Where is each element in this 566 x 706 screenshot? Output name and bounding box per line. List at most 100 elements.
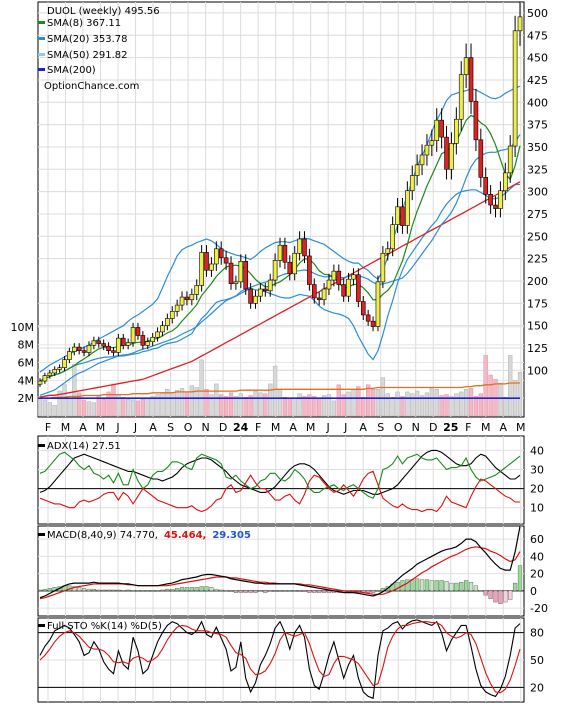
candle-body	[91, 340, 97, 346]
macd-histogram-bar	[321, 590, 327, 593]
macd-histogram-bar	[312, 590, 317, 593]
adx-y-tick: 30	[530, 463, 544, 476]
sto-series-line	[39, 619, 521, 700]
macd-value: MACD(8,40,9) 74.770,	[47, 530, 158, 541]
volume-bar	[111, 383, 116, 417]
volume-bar	[488, 374, 493, 417]
macd-histogram-bar	[282, 590, 287, 592]
volume-bar	[429, 387, 434, 417]
macd-histogram-bar	[91, 588, 96, 592]
price-y-tick: 175	[527, 297, 548, 310]
candle-body	[356, 274, 361, 302]
volume-bar	[307, 394, 312, 417]
volume-bar	[341, 394, 346, 417]
volume-bar	[405, 391, 410, 417]
macd-histogram-bar	[135, 590, 141, 592]
volume-bar	[517, 372, 523, 417]
candle-body	[209, 263, 214, 271]
x-tick-label: M	[516, 421, 526, 434]
candle-body	[184, 296, 190, 301]
macd-histogram-bar	[96, 589, 101, 592]
macd-histogram-bar	[121, 590, 126, 592]
macd-histogram-bar	[444, 581, 449, 592]
volume-bars	[37, 355, 523, 417]
macd-histogram-bar	[405, 579, 410, 592]
macd-histogram-bar	[228, 590, 234, 592]
volume-bar	[160, 392, 165, 417]
candle-body	[86, 345, 92, 353]
volume-bar	[385, 393, 390, 417]
macd-histogram-bar	[326, 590, 332, 593]
volume-bar	[317, 397, 322, 417]
macd-y-tick: 0	[530, 585, 537, 598]
adx-y-tick: 40	[530, 444, 544, 457]
macd-histogram-bar	[292, 590, 297, 592]
volume-bar	[101, 398, 106, 417]
candle-body	[228, 262, 234, 284]
volume-bar	[282, 397, 288, 417]
volume-bar	[258, 392, 263, 417]
volume-bar	[468, 388, 474, 417]
x-tick-label: S	[377, 421, 384, 434]
volume-bar	[184, 391, 190, 417]
candle-body	[37, 380, 43, 385]
macd-histogram-bar	[424, 579, 430, 592]
macd-histogram-bar	[459, 582, 464, 592]
volume-bar	[126, 398, 131, 417]
macd-histogram-bar	[140, 590, 145, 592]
volume-bar	[463, 389, 469, 417]
macd-histogram-bar	[268, 590, 273, 592]
candle-body	[341, 284, 346, 297]
sto-y-tick: 80	[530, 627, 544, 640]
macd-histogram-bar	[189, 587, 194, 592]
macd-histogram-bar	[106, 589, 111, 592]
price-y-tick: 225	[527, 253, 548, 266]
candle-body	[145, 341, 151, 346]
volume-y-tick: 10M	[11, 321, 35, 334]
macd-histogram-bar	[263, 590, 268, 593]
candle-body	[81, 350, 87, 353]
adx-series-line	[39, 449, 521, 495]
legend-sma20: SMA(20) 353.78	[47, 34, 128, 45]
macd-histogram-bar	[47, 588, 52, 592]
x-tick-label: J	[115, 421, 119, 434]
volume-bar	[336, 384, 341, 417]
candle-body	[47, 372, 53, 376]
volume-bar	[439, 395, 444, 417]
candle-body	[125, 342, 131, 346]
volume-bar	[199, 359, 204, 417]
indicator-lines	[37, 449, 524, 700]
candle-body	[331, 270, 337, 281]
macd-histogram-bar	[116, 589, 121, 592]
volume-bar	[194, 387, 199, 417]
volume-bar	[179, 388, 185, 417]
x-tick-label: M	[481, 421, 491, 434]
macd-histogram-bar	[204, 586, 209, 592]
price-y-tick: 375	[527, 119, 548, 132]
adx-label: ADX(14) 27.51	[47, 441, 121, 452]
volume-bar	[424, 392, 430, 417]
macd-histogram-bar	[410, 579, 415, 592]
macd-histogram-bar	[429, 580, 434, 592]
volume-bar	[42, 399, 48, 417]
x-tick-label: A	[149, 421, 157, 434]
volume-bar	[414, 390, 420, 417]
volume-bar	[361, 397, 366, 417]
volume-bar	[189, 385, 194, 417]
macd-signal-value: 45.464,	[164, 530, 206, 541]
macd-line	[39, 526, 521, 599]
macd-y-tick: 40	[530, 550, 544, 563]
volume-bar	[449, 396, 454, 417]
candle-body	[454, 118, 459, 144]
candle-body	[429, 140, 435, 146]
macd-histogram-bar	[380, 588, 385, 592]
candle-body	[463, 57, 469, 75]
volume-bar	[121, 397, 126, 417]
candle-body	[135, 327, 141, 336]
macd-histogram-bar	[37, 589, 43, 592]
macd-histogram-bar	[468, 582, 474, 592]
price-y-tick: 125	[527, 342, 548, 355]
candle-body	[321, 288, 327, 301]
macd-histogram-bar	[449, 582, 454, 592]
volume-bar	[209, 394, 214, 417]
